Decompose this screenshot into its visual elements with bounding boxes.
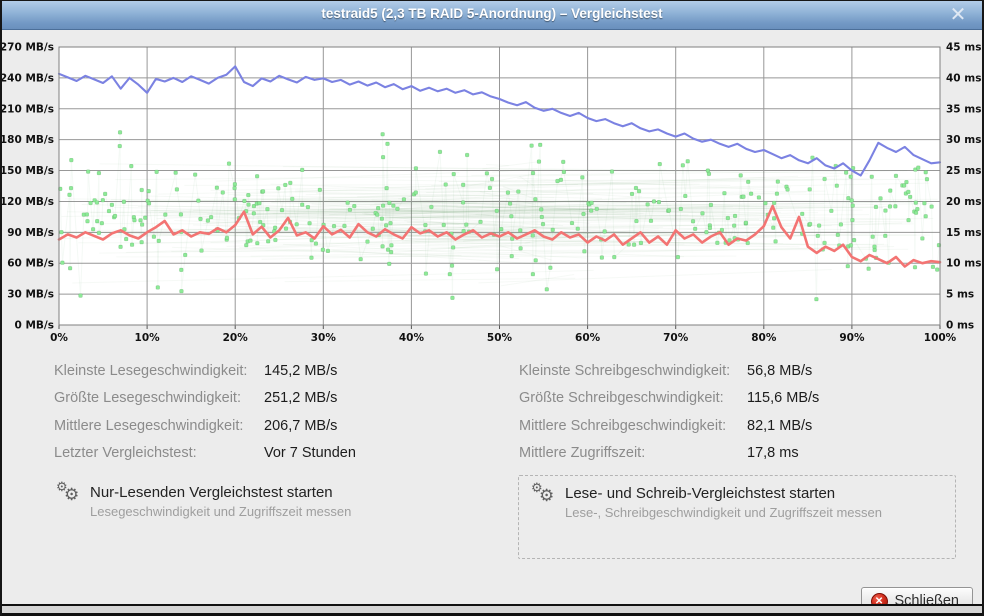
stat-avg-write: Mittlere Schreibgeschwindigkeit: 82,1 MB… xyxy=(519,412,819,440)
svg-text:20 ms: 20 ms xyxy=(946,196,981,208)
svg-text:80%: 80% xyxy=(751,332,777,344)
stat-value: 82,1 MB/s xyxy=(747,417,813,434)
stats-panel: Kleinste Lesegeschwindigkeit: 145,2 MB/s… xyxy=(2,357,982,475)
svg-text:0%: 0% xyxy=(50,332,68,344)
read-benchmark-subtitle: Lesegeschwindigkeit und Zugriffszeit mes… xyxy=(90,504,352,519)
read-benchmark-title: Nur-Lesenden Vergleichstest starten xyxy=(90,484,333,501)
start-read-benchmark-button[interactable]: ⚙ ⚙ Nur-Lesenden Vergleichstest starten … xyxy=(44,475,482,559)
svg-text:40%: 40% xyxy=(399,332,425,344)
svg-text:20%: 20% xyxy=(223,332,249,344)
stat-label: Größte Schreibgeschwindigkeit: xyxy=(519,390,724,407)
svg-text:100%: 100% xyxy=(924,332,957,344)
stat-max-read: Größte Lesegeschwindigkeit: 251,2 MB/s xyxy=(54,385,356,413)
svg-text:25 ms: 25 ms xyxy=(946,165,981,177)
svg-text:60%: 60% xyxy=(575,332,601,344)
svg-text:0 MB/s: 0 MB/s xyxy=(15,320,55,332)
svg-text:10 ms: 10 ms xyxy=(946,258,981,270)
svg-text:10%: 10% xyxy=(135,332,161,344)
svg-text:30 ms: 30 ms xyxy=(946,134,981,146)
svg-text:0 ms: 0 ms xyxy=(946,320,974,332)
svg-text:60 MB/s: 60 MB/s xyxy=(7,258,54,270)
stat-value: 56,8 MB/s xyxy=(747,362,813,379)
svg-text:90%: 90% xyxy=(839,332,865,344)
read-stats-column: Kleinste Lesegeschwindigkeit: 145,2 MB/s… xyxy=(54,357,356,467)
svg-text:90 MB/s: 90 MB/s xyxy=(7,227,54,239)
read-write-benchmark-subtitle: Lese-, Schreibgeschwindigkeit und Zugrif… xyxy=(565,505,882,520)
svg-text:150 MB/s: 150 MB/s xyxy=(2,165,54,177)
stat-label: Kleinste Schreibgeschwindigkeit: xyxy=(519,362,731,379)
svg-text:240 MB/s: 240 MB/s xyxy=(2,72,54,84)
stat-min-write: Kleinste Schreibgeschwindigkeit: 56,8 MB… xyxy=(519,357,819,385)
stat-value: 206,7 MB/s xyxy=(264,417,338,434)
svg-text:45 ms: 45 ms xyxy=(946,42,981,54)
gear-icon: ⚙ xyxy=(539,486,555,505)
stat-label: Mittlere Lesegeschwindigkeit: xyxy=(54,417,244,434)
window-bottom-frame xyxy=(2,604,982,616)
svg-text:120 MB/s: 120 MB/s xyxy=(2,196,54,208)
benchmark-chart: 270 MB/s 240 MB/s 210 MB/s 180 MB/s 150 MB/s… xyxy=(2,42,981,345)
stat-avg-read: Mittlere Lesegeschwindigkeit: 206,7 MB/s xyxy=(54,412,356,440)
stat-min-read: Kleinste Lesegeschwindigkeit: 145,2 MB/s xyxy=(54,357,356,385)
read-write-benchmark-title: Lese- und Schreib-Vergleichstest starten xyxy=(565,485,836,502)
svg-text:180 MB/s: 180 MB/s xyxy=(2,134,54,146)
svg-text:35 ms: 35 ms xyxy=(946,103,981,115)
svg-text:270 MB/s: 270 MB/s xyxy=(2,42,54,54)
window-close-icon[interactable]: ✕ xyxy=(949,4,967,26)
svg-text:5 ms: 5 ms xyxy=(946,289,974,301)
write-stats-column: Kleinste Schreibgeschwindigkeit: 56,8 MB… xyxy=(519,357,819,467)
benchmark-gears-icon: ⚙ ⚙ xyxy=(531,480,561,512)
stat-value: 115,6 MB/s xyxy=(747,390,820,407)
svg-text:40 ms: 40 ms xyxy=(946,72,981,84)
stat-value: 145,2 MB/s xyxy=(264,362,338,379)
stat-value: 17,8 ms xyxy=(747,445,799,462)
stat-value: Vor 7 Stunden xyxy=(264,445,356,462)
svg-text:210 MB/s: 210 MB/s xyxy=(2,103,54,115)
svg-text:30%: 30% xyxy=(311,332,337,344)
stat-label: Mittlere Zugriffszeit: xyxy=(519,445,646,462)
window-title: testraid5 (2,3 TB RAID 5-Anordnung) – Ve… xyxy=(321,6,663,21)
gear-icon: ⚙ xyxy=(64,485,80,504)
svg-text:15 ms: 15 ms xyxy=(946,227,981,239)
gear-icon: ⚙ xyxy=(531,480,543,495)
titlebar[interactable]: testraid5 (2,3 TB RAID 5-Anordnung) – Ve… xyxy=(2,1,982,30)
stat-avg-access-time: Mittlere Zugriffszeit: 17,8 ms xyxy=(519,440,819,468)
svg-text:30 MB/s: 30 MB/s xyxy=(7,289,54,301)
stat-label: Mittlere Schreibgeschwindigkeit: xyxy=(519,417,727,434)
svg-text:70%: 70% xyxy=(663,332,689,344)
stat-last-benchmark: Letzter Vergleichstest: Vor 7 Stunden xyxy=(54,440,356,468)
stat-label: Letzter Vergleichstest: xyxy=(54,445,197,462)
stat-max-write: Größte Schreibgeschwindigkeit: 115,6 MB/… xyxy=(519,385,819,413)
svg-text:50%: 50% xyxy=(487,332,513,344)
start-read-write-benchmark-button[interactable]: ⚙ ⚙ Lese- und Schreib-Vergleichstest sta… xyxy=(518,475,956,559)
benchmark-gears-icon: ⚙ ⚙ xyxy=(56,479,86,511)
gear-icon: ⚙ xyxy=(56,479,68,494)
actions-row: ⚙ ⚙ Nur-Lesenden Vergleichstest starten … xyxy=(2,475,982,567)
stat-label: Kleinste Lesegeschwindigkeit: xyxy=(54,362,248,379)
stat-label: Größte Lesegeschwindigkeit: xyxy=(54,390,241,407)
stat-value: 251,2 MB/s xyxy=(264,390,338,407)
